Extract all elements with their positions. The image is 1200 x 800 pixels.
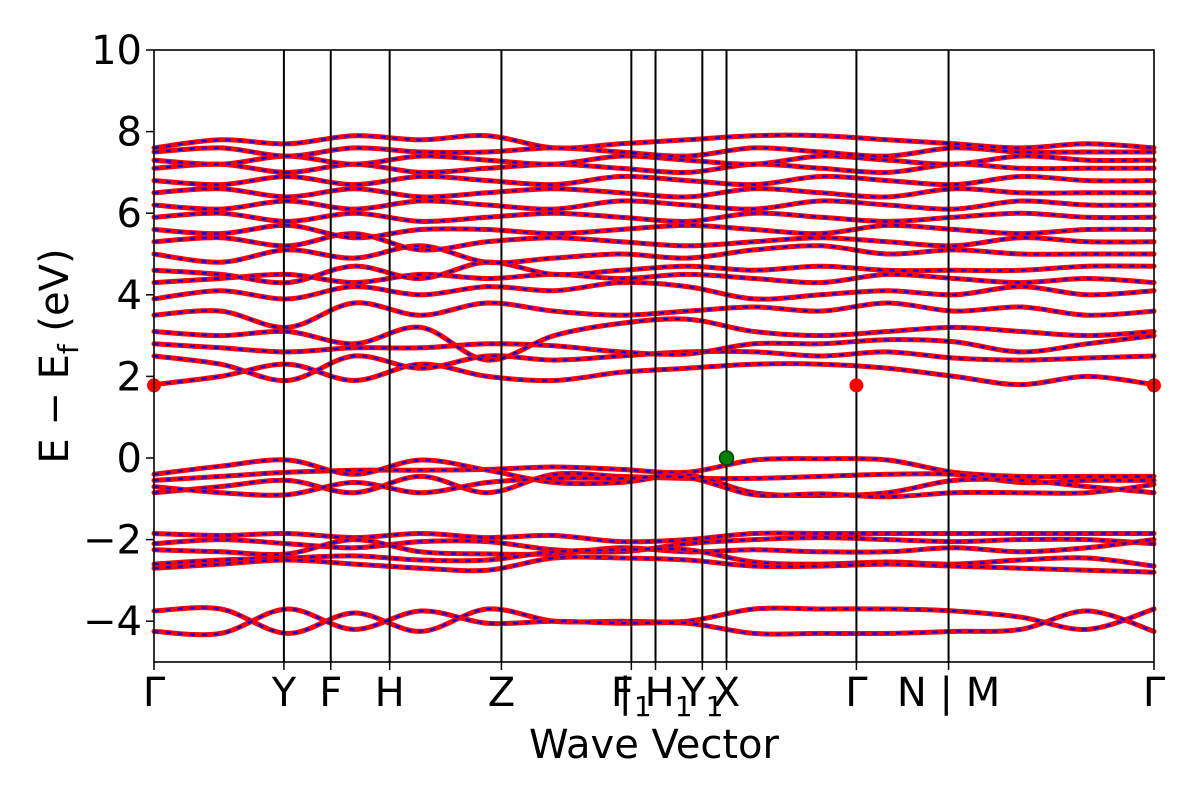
cbm-marker — [849, 378, 864, 393]
y-axis-title-unit: (eV) — [32, 248, 78, 344]
conduction-band-7 — [151, 271, 1157, 286]
conduction-band-2-dash — [153, 350, 1155, 382]
x-tick-label: Γ — [1143, 670, 1166, 716]
conduction-band-11 — [151, 222, 1157, 241]
valence-band-11 — [151, 606, 1157, 638]
conduction-band-4-dash — [153, 317, 1155, 362]
y-tick-label: 10 — [91, 28, 142, 74]
y-tick-label: −2 — [83, 518, 142, 564]
x-tick-label: | H1 — [618, 670, 692, 723]
conduction-band-17 — [151, 153, 1157, 167]
y-tick-label: 8 — [117, 110, 142, 156]
conduction-band-3 — [151, 333, 1157, 357]
y-tick-label: 2 — [117, 354, 142, 400]
x-tick-label: F — [319, 670, 342, 716]
conduction-band-16 — [151, 161, 1157, 175]
high-symmetry-lines — [282, 50, 950, 662]
conduction-band-1-dash — [153, 362, 1155, 386]
conduction-band-6-dash — [153, 281, 1155, 301]
y-tick-label: 4 — [117, 273, 142, 319]
valence-band-4 — [151, 474, 1157, 500]
x-tick-label: Γ — [845, 670, 868, 716]
conduction-band-5 — [151, 300, 1157, 330]
x-tick-label: N | M — [897, 670, 1000, 716]
conduction-band-9-dash — [153, 244, 1154, 264]
x-tick-label: F1 — [611, 670, 652, 723]
conduction-band-13 — [151, 198, 1157, 212]
x-tick-label: Y1 — [680, 670, 723, 723]
conduction-band-8-dash — [153, 260, 1155, 284]
band-edge-markers — [147, 378, 1161, 466]
x-tick-label: H — [375, 670, 405, 716]
x-tick-label: Γ — [143, 670, 166, 716]
valence-band-8 — [151, 546, 1157, 569]
plot-frame — [153, 49, 1155, 663]
y-tick-label: −4 — [83, 599, 142, 645]
conduction-band-10 — [151, 231, 1157, 253]
valence-band-1 — [151, 456, 1157, 483]
x-axis-title: Wave Vector — [529, 722, 780, 768]
conduction-band-5-dash — [153, 301, 1155, 329]
y-axis-title-main: E − E — [32, 354, 78, 464]
x-tick-label: X — [713, 670, 740, 716]
conduction-band-19 — [151, 132, 1157, 151]
x-tick-label: Y — [271, 670, 297, 716]
y-axis-title-sub: f — [52, 343, 85, 354]
y-axis-title: E − Ef (eV) — [32, 248, 85, 463]
conduction-band-18 — [151, 145, 1157, 159]
conduction-band-6 — [151, 279, 1157, 302]
conduction-band-15 — [151, 173, 1157, 188]
conduction-band-12 — [151, 210, 1157, 224]
valence-band-5 — [151, 530, 1157, 545]
bands-layer — [151, 132, 1157, 638]
x-tick-label: Z — [488, 670, 515, 716]
vbm-marker — [718, 450, 735, 466]
y-tick-label: 6 — [117, 191, 142, 237]
y-tick-label: 0 — [117, 436, 142, 482]
conduction-band-10-dash — [153, 232, 1155, 252]
conduction-band-9 — [151, 243, 1157, 266]
conduction-band-14 — [151, 186, 1157, 200]
conduction-band-11-dash — [153, 224, 1155, 239]
y-axis-ticks: −4 −2 0 2 4 6 8 10 — [83, 28, 154, 645]
valence-band-9 — [151, 554, 1157, 575]
